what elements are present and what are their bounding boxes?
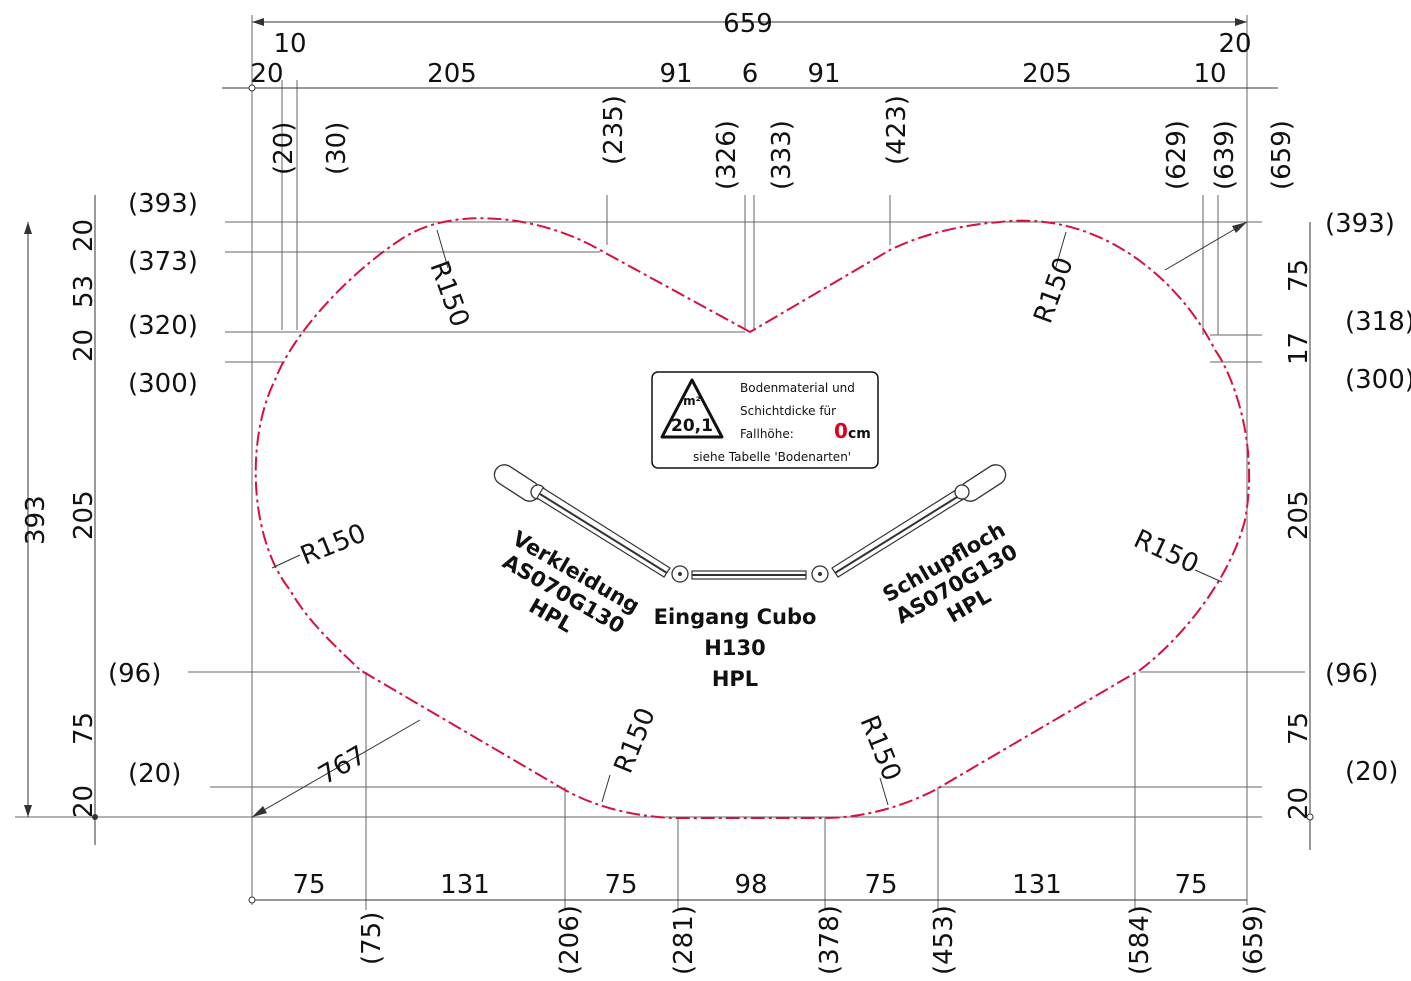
top-ordinate-5: (423): [882, 95, 912, 165]
bottom-ordinate-1: (206): [555, 905, 585, 975]
fall-unit: cm: [848, 426, 871, 442]
top-chain-1: 10: [273, 29, 306, 59]
left-ordinate-0: (393): [128, 189, 198, 219]
area-warning-triangle-icon: [660, 378, 724, 439]
bottom-ordinate-0: (75): [357, 912, 387, 965]
top-ordinate-7: (639): [1210, 120, 1240, 190]
left-ordinate-5: (20): [128, 759, 181, 789]
left-chain-2: 20: [69, 329, 99, 362]
top-ordinate-2: (235): [599, 95, 629, 165]
left-dimensions: 393 20 53 20 205 75 20 (393) (373) (320)…: [21, 189, 198, 845]
bottom-ordinate-4: (453): [929, 905, 959, 975]
overall-height-left: 393: [21, 495, 51, 545]
area-value: 20,1: [671, 416, 713, 436]
top-ordinate-3: (326): [712, 120, 742, 190]
info-line-4: siehe Tabelle 'Bodenarten': [693, 450, 851, 464]
bottom-ordinate-2: (281): [669, 905, 699, 975]
overall-width: 659: [723, 9, 773, 39]
right-chain-1: 17: [1284, 332, 1314, 365]
left-ordinate-2: (320): [128, 311, 198, 341]
top-chain-3: 91: [659, 59, 692, 89]
top-ordinate-0: (20): [269, 122, 299, 175]
bottom-dimensions: 75 131 75 98 75 131 75 (75) (206) (281) …: [252, 870, 1269, 975]
top-chain-8: 20: [1218, 29, 1251, 59]
right-chain-0: 75: [1284, 259, 1314, 292]
top-chain-5: 91: [807, 59, 840, 89]
bottom-ordinate-3: (378): [815, 905, 845, 975]
radius-label-top-left: R150: [423, 257, 474, 331]
fall-value: 0: [834, 419, 848, 443]
left-chain-4: 75: [69, 712, 99, 745]
area-unit: m²: [683, 394, 701, 408]
top-chain-6: 205: [1022, 59, 1072, 89]
top-ordinates: (20) (30) (235) (326) (333) (423) (629) …: [269, 95, 1297, 190]
radius-label-top-right: R150: [1028, 254, 1079, 328]
left-chain-1: 53: [69, 275, 99, 308]
radius-label-bottom-left: R150: [609, 704, 662, 778]
origin-markers: [92, 84, 1314, 904]
info-line-3: Fallhöhe:: [740, 427, 794, 441]
left-ordinate-4: (96): [108, 659, 161, 689]
radius-label-left: R150: [296, 518, 370, 571]
top-dimensions: 659 20 10 205 91 6 91 205 10 20 (20) (30…: [222, 9, 1297, 190]
left-chain-5: 20: [69, 785, 99, 818]
right-ordinate-1: (318): [1345, 307, 1411, 337]
radius-label-right: R150: [1129, 524, 1203, 580]
info-line-2: Schichtdicke für: [740, 404, 836, 418]
bottom-chain-5: 131: [1012, 870, 1062, 900]
extension-lines: [15, 15, 1305, 910]
cubo-entrance-elements: [493, 464, 1007, 583]
top-chain-4: 6: [742, 59, 759, 89]
top-ordinate-6: (629): [1162, 120, 1192, 190]
bottom-chain-3: 98: [734, 870, 767, 900]
radius-label-bottom-right: R150: [854, 711, 907, 785]
right-ordinate-0: (393): [1325, 209, 1395, 239]
info-line-1: Bodenmaterial und: [740, 381, 855, 395]
bottom-ordinate-6: (659): [1239, 905, 1269, 975]
playground-outline: [254, 217, 1251, 819]
bottom-chain-1: 131: [440, 870, 490, 900]
radius-labels: R150 R150 R150 R150 R150 R150: [271, 229, 1223, 806]
center-panel-line-2: H130: [704, 636, 765, 660]
bottom-chain-2: 75: [604, 870, 637, 900]
bottom-ordinate-5: (584): [1125, 905, 1155, 975]
top-ordinate-1: (30): [322, 122, 352, 175]
right-ordinate-2: (300): [1345, 365, 1411, 395]
right-dimensions: 75 17 205 75 20 (393) (318) (300) (96) (…: [1284, 209, 1411, 850]
top-chain-0: 20: [250, 59, 283, 89]
bottom-chain-4: 75: [864, 870, 897, 900]
right-ordinate-4: (20): [1345, 757, 1398, 787]
top-ordinate-8: (659): [1267, 120, 1297, 190]
bottom-chain-0: 75: [292, 870, 325, 900]
left-ordinate-1: (373): [128, 247, 198, 277]
right-ordinate-3: (96): [1325, 659, 1378, 689]
right-chain-2: 205: [1284, 490, 1314, 540]
diagonal-dimension: 767: [251, 221, 1248, 818]
panel-label-center: Eingang Cubo H130 HPL: [654, 605, 817, 691]
top-chain-7: 10: [1193, 59, 1226, 89]
left-chain-0: 20: [69, 219, 99, 252]
fall-height-info-box: m² 20,1 Bodenmaterial und Schichtdicke f…: [651, 371, 879, 469]
bottom-chain-6: 75: [1174, 870, 1207, 900]
center-panel-line-1: Eingang Cubo: [654, 605, 817, 629]
center-panel-line-3: HPL: [712, 667, 758, 691]
top-chain-2: 205: [427, 59, 477, 89]
right-chain-3: 75: [1284, 712, 1314, 745]
left-ordinate-3: (300): [128, 369, 198, 399]
top-ordinate-4: (333): [767, 120, 797, 190]
diagonal-label: 767: [314, 740, 372, 791]
left-chain-3: 205: [69, 490, 99, 540]
